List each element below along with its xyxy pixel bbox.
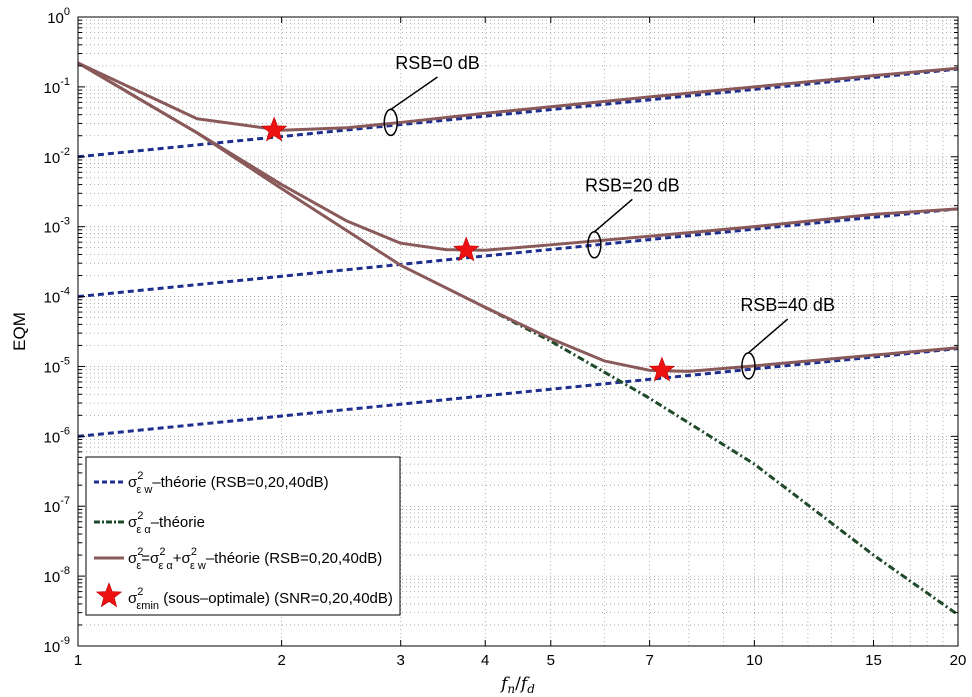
x-tick-label: 5 xyxy=(547,652,555,669)
optimum-star-marker xyxy=(453,236,480,262)
legend-entry-text: σ2 ε w–théorie (RSB=0,20,40dB) xyxy=(128,470,329,496)
optimum-star-marker xyxy=(648,356,676,382)
x-tick-label: 7 xyxy=(645,652,653,669)
legend-entry-text: σ2 εmin (sous–optimale) (SNR=0,20,40dB) xyxy=(128,586,393,612)
annotation-label: RSB=20 dB xyxy=(585,175,680,195)
plot-frame xyxy=(77,16,959,647)
legend-box xyxy=(85,456,401,616)
y-tick-label: 10-9 xyxy=(44,635,70,656)
annotation-label: RSB=0 dB xyxy=(395,53,480,73)
optimum-star-marker xyxy=(261,116,288,142)
legend-entry-text: σ2 ε α–théorie xyxy=(128,510,205,536)
x-tick-label: 3 xyxy=(397,652,405,669)
y-tick-label: 10-1 xyxy=(44,76,70,97)
y-tick-label: 10-5 xyxy=(44,355,70,376)
legend-entry-text: σ2 ε=σ2 ε α+σ2 ε w–théorie (RSB=0,20,40dB) xyxy=(128,546,382,572)
x-axis-label: fn/fd xyxy=(499,674,535,696)
y-tick-label: 100 xyxy=(47,6,70,27)
x-axis-label-sub2: d xyxy=(527,682,535,696)
series-line-total-6 xyxy=(77,61,959,373)
x-axis-label-main-2: f xyxy=(519,674,530,694)
x-axis-label-main: f xyxy=(499,674,510,694)
series-line-w-0 xyxy=(77,67,959,159)
series-line-total-4 xyxy=(77,61,959,132)
x-tick-label: 2 xyxy=(277,652,285,669)
annotation-layer: RSB=0 dB RSB=20 dB RSB=40 dB xyxy=(383,53,835,380)
y-tick-label: 10-2 xyxy=(44,146,70,167)
legend: σ2 ε w–théorie (RSB=0,20,40dB) σ2 ε α–théor… xyxy=(85,456,401,616)
annotation-leader xyxy=(747,318,789,354)
y-tick-label: 10-8 xyxy=(44,565,70,586)
x-tick-label: 15 xyxy=(865,652,882,669)
x-tick-label: 10 xyxy=(746,652,763,669)
y-axis-label: EQM xyxy=(10,312,29,351)
annotation-label: RSB=40 dB xyxy=(740,295,835,315)
x-tick-label: 1 xyxy=(74,652,82,669)
series-line-w-1 xyxy=(77,207,959,299)
y-tick-label: 10-3 xyxy=(44,216,70,237)
legend-star-swatch xyxy=(95,582,123,608)
x-axis-label-slash: / xyxy=(515,674,521,694)
y-tick-label: 10-7 xyxy=(44,495,70,516)
series-line-w-2 xyxy=(77,347,959,438)
series-line-alpha-3 xyxy=(484,306,959,616)
x-tick-label: 4 xyxy=(481,652,489,669)
y-tick-label: 10-6 xyxy=(44,425,70,446)
x-tick-label: 20 xyxy=(950,652,967,669)
x-axis-label-sub1: n xyxy=(507,682,515,696)
y-tick-label: 10-4 xyxy=(44,286,70,307)
annotation-leader xyxy=(390,76,438,111)
annotation-leader xyxy=(593,198,633,233)
tick-layer: 1 2 3 4 5 7 10 15 20 100 10-1 10-2 10-3 10-4 10-5 10-6 1… xyxy=(44,6,967,669)
star-layer xyxy=(261,116,676,382)
